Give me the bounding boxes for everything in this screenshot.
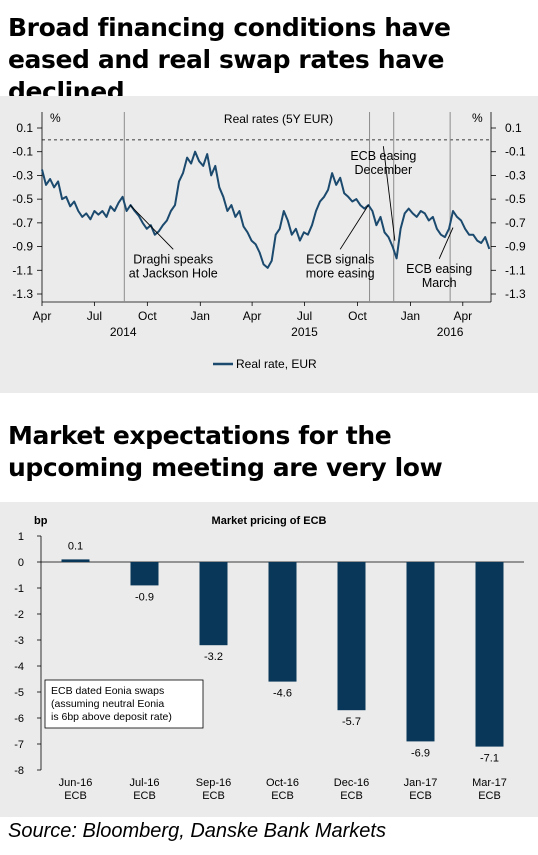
x-category-label: Sep-16 xyxy=(196,777,231,789)
y-tick-label-right: -0.7 xyxy=(505,216,526,230)
bar-value-label: 0.1 xyxy=(68,540,83,552)
bar xyxy=(475,562,504,747)
x-category-label: Jan-17 xyxy=(404,777,438,789)
bar-value-label: -0.9 xyxy=(135,591,154,603)
x-tick-label: Apr xyxy=(243,309,262,323)
y-tick-label-right: -1.1 xyxy=(505,263,526,277)
y-tick-label-right: -0.9 xyxy=(505,240,526,254)
bar-value-label: -4.6 xyxy=(273,688,292,700)
y-tick-label: 1 xyxy=(18,531,24,543)
y-tick-label-right: -0.5 xyxy=(505,192,526,206)
y-axis-unit-right: % xyxy=(472,111,483,125)
x-tick-label: Jul xyxy=(297,309,312,323)
bar xyxy=(337,562,366,711)
x-tick-label: Apr xyxy=(453,309,472,323)
chart-title: Market pricing of ECB xyxy=(212,515,327,527)
note-box xyxy=(44,679,204,729)
y-axis-unit: bp xyxy=(34,515,48,527)
y-tick-label: -8 xyxy=(14,765,24,777)
market-pricing-bar-chart: bp Market pricing of ECB 1 0 -1 -2 -3 -4 -5 -6 -7 -… xyxy=(14,515,524,802)
x-category-label: Oct-16 xyxy=(266,777,299,789)
x-category-label: Dec-16 xyxy=(334,777,369,789)
y-tick-label: -7 xyxy=(14,739,24,751)
x-tick-label: Oct xyxy=(348,309,367,323)
y-tick-label-left: 0.1 xyxy=(16,121,33,135)
y-tick-label-right: -1.3 xyxy=(505,287,526,301)
market-pricing-chart-panel: bp Market pricing of ECB 1 0 -1 -2 -3 -4 -5 -6 -7 -… xyxy=(0,502,538,817)
y-tick-label-left: -0.3 xyxy=(12,168,33,182)
annotation-pointer xyxy=(339,204,369,250)
annotation-pointer xyxy=(129,204,174,250)
x-tick-label: Jul xyxy=(87,309,102,323)
x-tick-label: Oct xyxy=(138,309,157,323)
y-tick-label-right: -0.3 xyxy=(505,168,526,182)
x-category-label: ECB xyxy=(271,790,294,802)
y-tick-label-left: -0.7 xyxy=(12,216,33,230)
x-category-label: ECB xyxy=(133,790,156,802)
annotation-pointer xyxy=(382,146,396,241)
y-tick-label-right: -0.1 xyxy=(505,145,526,159)
chart-title: Real rates (5Y EUR) xyxy=(224,112,333,126)
bottom-chart-heading: Market expectations for the upcoming mee… xyxy=(8,421,443,482)
top-chart-heading: Broad financing conditions have eased an… xyxy=(8,13,451,106)
y-tick-label-right: 0.1 xyxy=(505,121,522,135)
bar-value-label: -7.1 xyxy=(480,753,499,765)
bar-value-label: -5.7 xyxy=(342,716,361,728)
bar xyxy=(406,562,435,742)
y-tick-label-left: -1.3 xyxy=(12,287,33,301)
x-year-label: 2014 xyxy=(110,325,137,339)
x-category-label: ECB xyxy=(478,790,501,802)
x-tick-label: Jan xyxy=(191,309,210,323)
y-tick-label: 0 xyxy=(18,557,24,569)
bar xyxy=(199,562,228,646)
x-category-label: ECB xyxy=(202,790,225,802)
bar-value-label: -3.2 xyxy=(204,651,223,663)
x-tick-label: Jan xyxy=(401,309,420,323)
y-tick-label: -4 xyxy=(14,661,24,673)
x-year-label: 2016 xyxy=(437,325,464,339)
annotation-label: ECB easing xyxy=(350,149,416,163)
annotation-label: March xyxy=(422,276,457,290)
x-category-label: ECB xyxy=(340,790,363,802)
annotation-label: at Jackson Hole xyxy=(129,266,218,280)
y-tick-label: -5 xyxy=(14,687,24,699)
bar xyxy=(130,562,159,586)
x-category-label: ECB xyxy=(409,790,432,802)
source-note: Source: Bloomberg, Danske Bank Markets xyxy=(8,820,386,842)
note-box-text: ECB dated Eonia swaps xyxy=(51,685,164,697)
real-rate-series-line xyxy=(41,150,491,269)
annotation-label: more easing xyxy=(306,266,375,280)
x-category-label: ECB xyxy=(64,790,87,802)
real-rates-chart-panel: 0.1 0.1 -0.1 -0.1 -0.3 -0.3 -0.5 -0.5 -0.7 -0.7 -0… xyxy=(0,96,538,393)
legend-label: Real rate, EUR xyxy=(236,357,317,371)
x-category-label: Jun-16 xyxy=(59,777,93,789)
y-tick-label: -3 xyxy=(14,635,24,647)
bar-value-label: -6.9 xyxy=(411,747,430,759)
annotation-label: ECB easing xyxy=(406,262,472,276)
y-tick-label-left: -0.1 xyxy=(12,145,33,159)
y-tick-label: -6 xyxy=(14,713,24,725)
real-rates-line-chart: 0.1 0.1 -0.1 -0.1 -0.3 -0.3 -0.5 -0.5 -0.7 -0.7 -0… xyxy=(12,111,526,371)
bar xyxy=(61,559,90,562)
annotation-label: December xyxy=(355,163,413,177)
y-tick-label-left: -1.1 xyxy=(12,263,33,277)
y-tick-label: -1 xyxy=(14,583,24,595)
x-year-label: 2015 xyxy=(291,325,318,339)
y-axis-unit-left: % xyxy=(50,111,61,125)
x-category-label: Jul-16 xyxy=(130,777,160,789)
y-tick-label-left: -0.9 xyxy=(12,240,33,254)
x-category-label: Mar-17 xyxy=(472,777,507,789)
annotation-pointer xyxy=(438,227,454,259)
note-box-text: is 6bp above deposit rate) xyxy=(51,711,172,723)
y-tick-label: -2 xyxy=(14,609,24,621)
y-tick-label-left: -0.5 xyxy=(12,192,33,206)
annotation-label: Draghi speaks xyxy=(133,252,213,266)
x-tick-label: Apr xyxy=(33,309,52,323)
bar xyxy=(268,562,297,682)
note-box-text: (assuming neutral Eonia xyxy=(51,698,164,710)
annotation-label: ECB signals xyxy=(306,252,374,266)
